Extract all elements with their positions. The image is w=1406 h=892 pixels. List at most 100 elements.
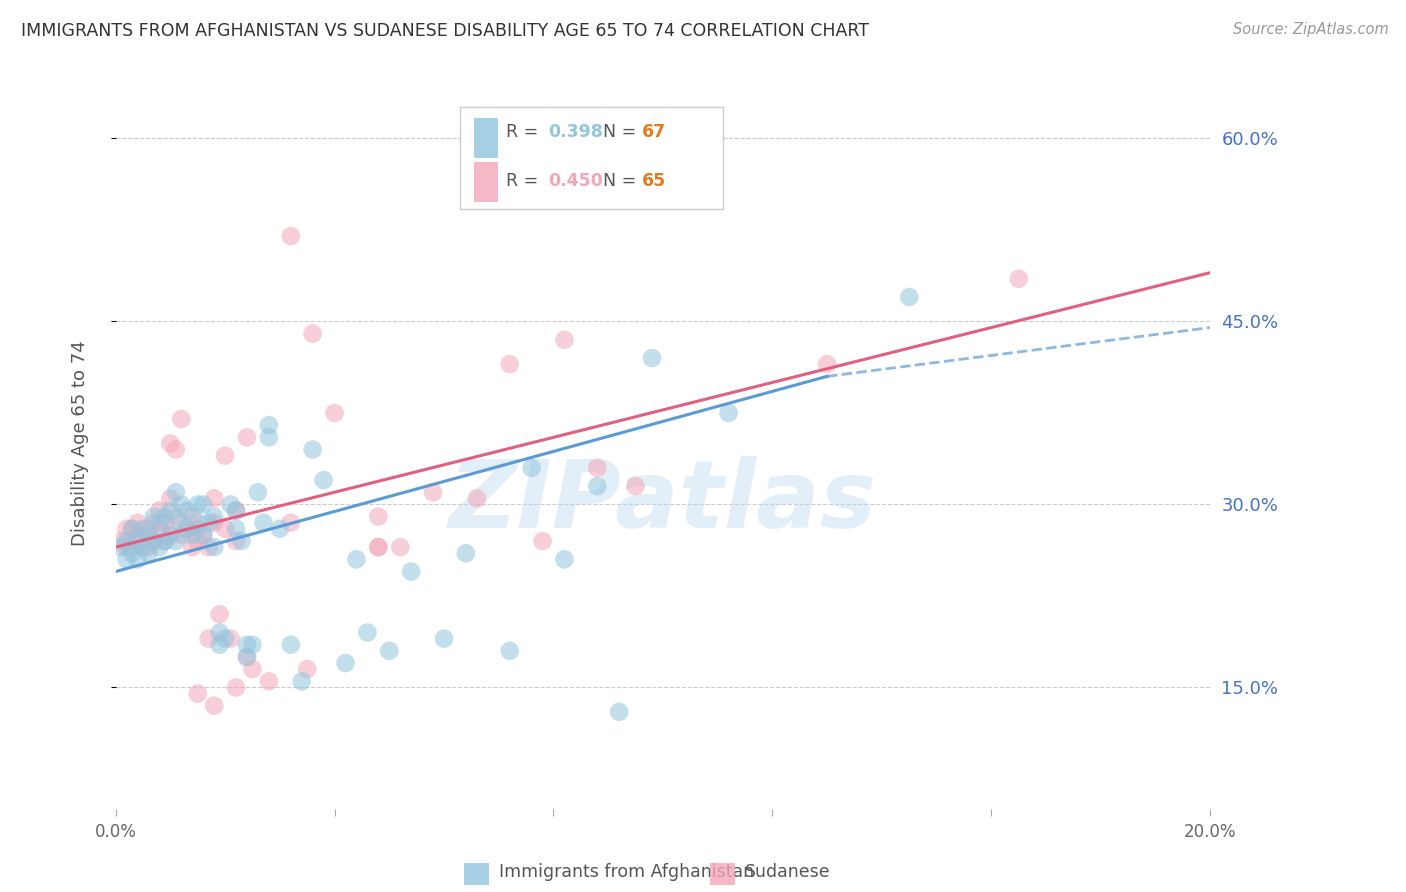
Point [127, 534, 149, 549]
Text: 65: 65 [643, 172, 666, 190]
Point [127, 516, 149, 530]
Point [148, 503, 170, 517]
Point [225, 503, 247, 517]
Point [236, 649, 259, 664]
Point [115, 552, 138, 566]
Point [257, 430, 280, 444]
Point [607, 705, 630, 719]
Point [433, 632, 456, 646]
Point [553, 552, 575, 566]
Text: 67: 67 [643, 123, 666, 141]
Point [356, 625, 378, 640]
Y-axis label: Disability Age 65 to 74: Disability Age 65 to 74 [72, 341, 89, 546]
Point [219, 498, 242, 512]
Text: R =: R = [506, 123, 544, 141]
Point [138, 540, 160, 554]
Text: Sudanese: Sudanese [745, 863, 831, 881]
Point [231, 534, 253, 549]
Point [586, 460, 609, 475]
Point [208, 638, 231, 652]
Point [159, 491, 181, 506]
Point [499, 644, 522, 658]
FancyBboxPatch shape [474, 161, 498, 202]
Point [159, 528, 181, 542]
Point [499, 357, 522, 371]
Point [176, 522, 198, 536]
Point [269, 522, 291, 536]
Point [127, 528, 149, 542]
Point [187, 687, 209, 701]
Point [531, 534, 554, 549]
Point [225, 534, 247, 549]
Point [187, 522, 209, 536]
Point [225, 681, 247, 695]
Point [242, 662, 264, 676]
Point [252, 516, 274, 530]
Point [110, 540, 132, 554]
Point [165, 534, 187, 549]
Point [115, 540, 138, 554]
Point [110, 534, 132, 549]
Point [815, 357, 838, 371]
Text: N =: N = [603, 172, 641, 190]
Point [142, 516, 165, 530]
Point [153, 509, 176, 524]
Point [389, 540, 412, 554]
Point [208, 607, 231, 622]
Point [138, 522, 160, 536]
Point [181, 540, 204, 554]
Point [142, 509, 165, 524]
Point [132, 522, 155, 536]
Point [335, 656, 357, 670]
Point [624, 479, 647, 493]
Point [197, 516, 219, 530]
Point [187, 498, 209, 512]
Point [257, 418, 280, 433]
Point [138, 546, 160, 560]
Point [132, 528, 155, 542]
Point [242, 638, 264, 652]
Point [717, 406, 740, 420]
Text: ZIPatlas: ZIPatlas [449, 456, 877, 548]
Point [142, 534, 165, 549]
Point [280, 229, 302, 244]
Point [176, 503, 198, 517]
Point [898, 290, 921, 304]
Point [127, 552, 149, 566]
Point [208, 625, 231, 640]
Point [121, 522, 143, 536]
Point [202, 540, 225, 554]
Point [193, 498, 215, 512]
Point [170, 516, 193, 530]
Point [553, 333, 575, 347]
Point [159, 436, 181, 450]
Text: IMMIGRANTS FROM AFGHANISTAN VS SUDANESE DISABILITY AGE 65 TO 74 CORRELATION CHAR: IMMIGRANTS FROM AFGHANISTAN VS SUDANESE … [21, 22, 869, 40]
Point [165, 442, 187, 457]
Point [454, 546, 477, 560]
Point [132, 540, 155, 554]
Point [520, 460, 543, 475]
Point [121, 540, 143, 554]
Point [323, 406, 346, 420]
Point [181, 528, 204, 542]
Point [225, 522, 247, 536]
Point [280, 638, 302, 652]
Point [170, 528, 193, 542]
Text: N =: N = [603, 123, 641, 141]
Point [153, 534, 176, 549]
Text: 0.450: 0.450 [548, 172, 603, 190]
Point [236, 638, 259, 652]
Point [219, 632, 242, 646]
Text: Immigrants from Afghanistan: Immigrants from Afghanistan [499, 863, 754, 881]
FancyBboxPatch shape [474, 118, 498, 158]
Point [197, 540, 219, 554]
Point [187, 534, 209, 549]
FancyBboxPatch shape [460, 107, 723, 210]
Point [153, 534, 176, 549]
Point [641, 351, 664, 365]
Point [378, 644, 401, 658]
Point [214, 449, 236, 463]
Point [422, 485, 444, 500]
Point [170, 412, 193, 426]
Point [257, 674, 280, 689]
